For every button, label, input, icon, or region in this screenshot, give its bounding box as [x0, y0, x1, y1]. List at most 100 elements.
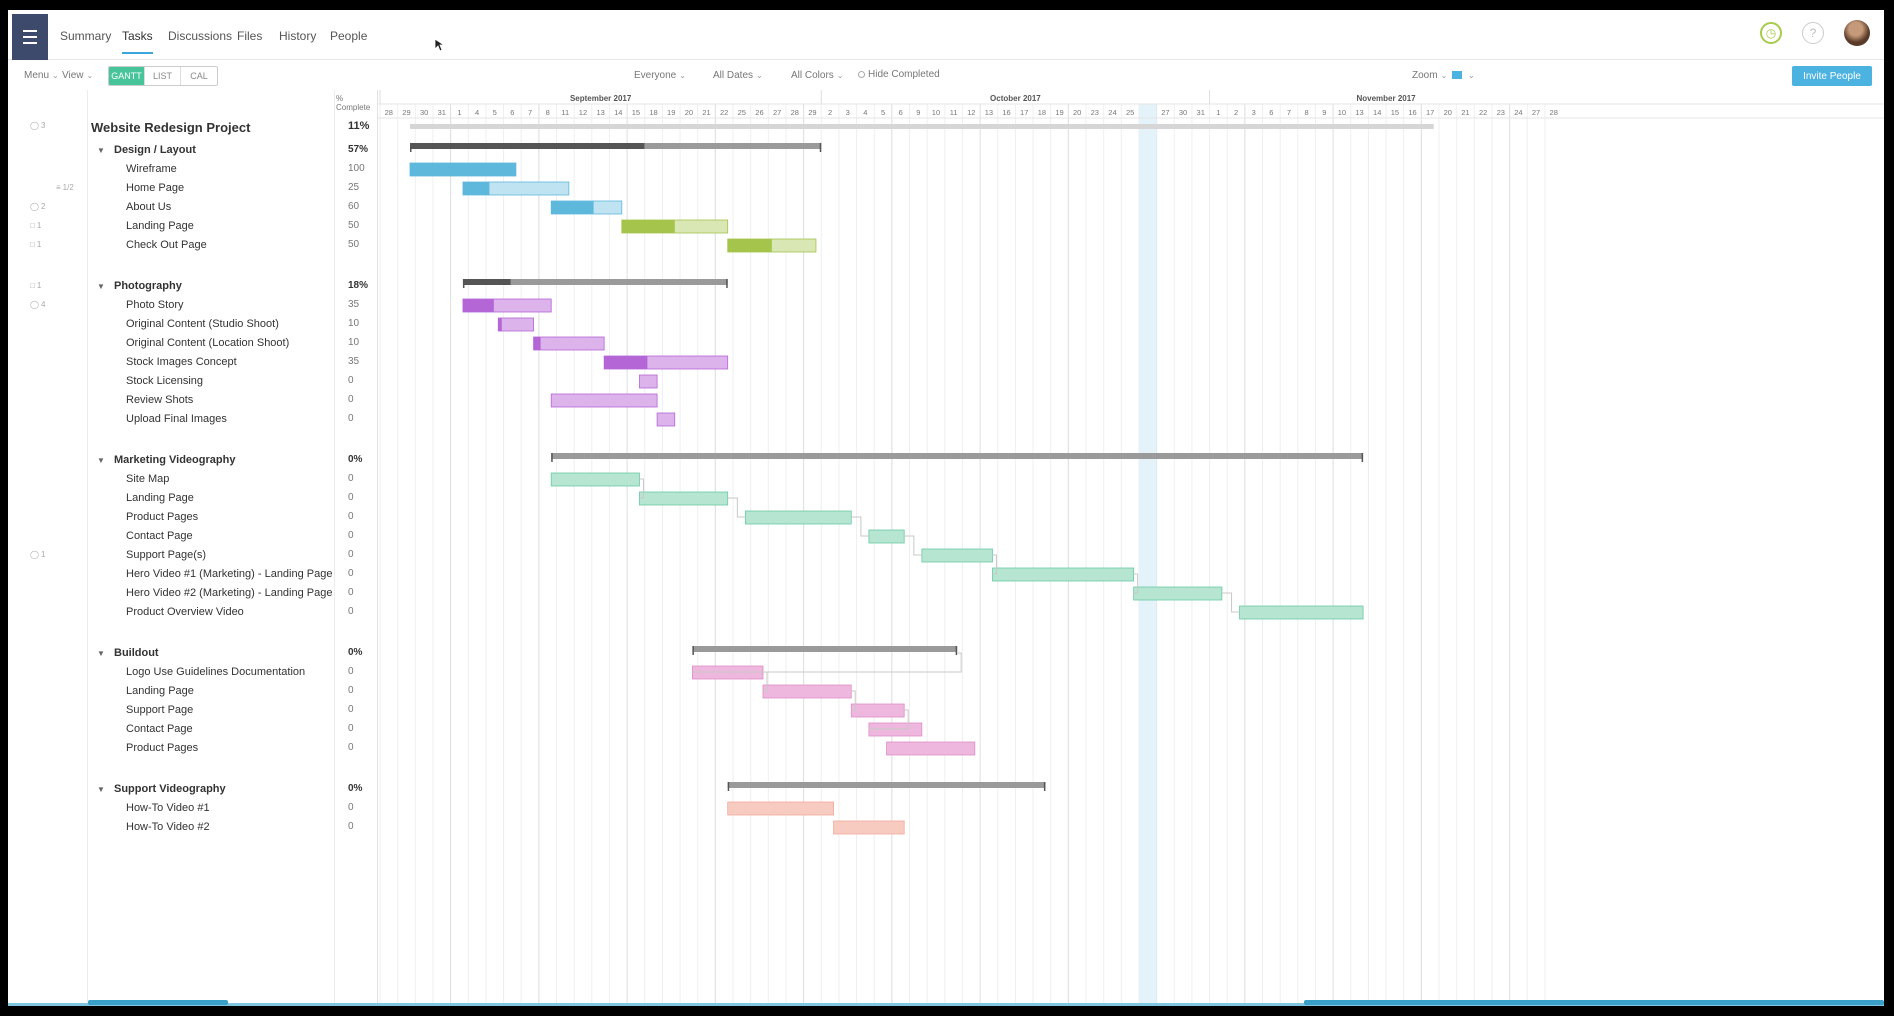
task-row[interactable]: Stock Licensing 0: [8, 372, 378, 391]
comment-icon: ◯: [30, 202, 39, 211]
collapse-triangle-icon[interactable]: ▼: [97, 785, 105, 794]
task-progress-fill: [498, 318, 502, 331]
task-row[interactable]: Upload Final Images 0: [8, 410, 378, 429]
group-bar-right-cap: [1361, 453, 1364, 462]
task-meta-badge[interactable]: ≡ 1/2: [56, 183, 74, 192]
group-summary-bar: [692, 646, 958, 652]
task-row[interactable]: ◯ 2 About Us 60: [8, 198, 378, 217]
tab-people[interactable]: People: [330, 29, 368, 43]
menu-dropdown[interactable]: Menu ⌄: [24, 70, 59, 81]
view-dropdown[interactable]: View ⌄: [62, 70, 93, 81]
task-name: Product Overview Video: [126, 606, 244, 618]
tab-history[interactable]: History: [279, 29, 317, 43]
day-tick-label: 11: [950, 108, 958, 117]
task-row[interactable]: Wireframe 100: [8, 160, 378, 179]
task-row[interactable]: Site Map 0: [8, 470, 378, 489]
task-percent-complete: 50: [348, 239, 360, 250]
avatar[interactable]: [1844, 20, 1870, 46]
task-row[interactable]: Product Overview Video 0: [8, 603, 378, 622]
task-group-row[interactable]: ▼ Support Videography 0%: [8, 780, 378, 799]
colors-filter-dropdown[interactable]: All Colors ⌄: [791, 70, 844, 81]
tab-files[interactable]: Files: [237, 29, 263, 43]
task-row[interactable]: Product Pages 0: [8, 739, 378, 758]
task-row[interactable]: Logo Use Guidelines Documentation 0: [8, 663, 378, 682]
task-row[interactable]: Contact Page 0: [8, 527, 378, 546]
tab-summary[interactable]: Summary: [60, 29, 112, 43]
task-meta-badge[interactable]: □ 1: [30, 240, 41, 249]
task-meta-count: 1: [36, 221, 42, 230]
task-row[interactable]: Product Pages 0: [8, 508, 378, 527]
task-row[interactable]: □ 1 Landing Page 50: [8, 217, 378, 236]
task-meta-badge[interactable]: □ 1: [30, 221, 41, 230]
task-percent-complete: 10: [348, 337, 360, 348]
zoom-dropdown[interactable]: Zoom ⌄: [1412, 70, 1447, 81]
color-swatch-dropdown[interactable]: ⌄: [1452, 70, 1475, 81]
day-tick-label: 8: [1305, 108, 1309, 117]
task-row[interactable]: Contact Page 0: [8, 720, 378, 739]
task-row[interactable]: Support Page 0: [8, 701, 378, 720]
collapse-triangle-icon[interactable]: ▼: [97, 649, 105, 658]
collapse-triangle-icon[interactable]: ▼: [97, 456, 105, 465]
task-percent-complete: 0%: [348, 647, 363, 658]
task-row[interactable]: Landing Page 0: [8, 489, 378, 508]
task-row[interactable]: How-To Video #2 0: [8, 818, 378, 837]
chevron-down-icon: ⌄: [679, 71, 686, 80]
task-meta-count: 3: [40, 121, 46, 130]
group-bar-left-cap: [727, 782, 730, 791]
task-meta-badge[interactable]: ◯ 4: [30, 300, 45, 309]
task-row[interactable]: Landing Page 0: [8, 682, 378, 701]
task-row[interactable]: Original Content (Studio Shoot) 10: [8, 315, 378, 334]
task-meta-badge[interactable]: □ 1: [30, 281, 41, 290]
task-meta-badge[interactable]: ◯ 1: [30, 550, 45, 559]
task-row[interactable]: ≡ 1/2 Home Page 25: [8, 179, 378, 198]
task-row[interactable]: Hero Video #1 (Marketing) - Landing Page…: [8, 565, 378, 584]
task-row[interactable]: Original Content (Location Shoot) 10: [8, 334, 378, 353]
chevron-down-icon: ⌄: [52, 71, 59, 80]
task-group-row[interactable]: ▼ Buildout 0%: [8, 644, 378, 663]
task-percent-complete: 0: [348, 606, 354, 617]
task-row[interactable]: Stock Images Concept 35: [8, 353, 378, 372]
dates-filter-dropdown[interactable]: All Dates ⌄: [713, 70, 763, 81]
gantt-mode-button[interactable]: GANTT: [109, 67, 145, 85]
gantt-toolbar: Menu ⌄ View ⌄ GANTT LIST CAL Everyone ⌄ All…: [8, 60, 1884, 90]
dependency-connector: [692, 652, 962, 673]
task-meta-badge[interactable]: ◯ 3: [30, 121, 45, 130]
file-icon: □: [30, 240, 35, 249]
task-name: Hero Video #1 (Marketing) - Landing Page: [126, 568, 333, 580]
day-tick-label: 25: [738, 108, 746, 117]
day-tick-label: 28: [1550, 108, 1558, 117]
task-percent-complete: 0: [348, 587, 354, 598]
task-name: Upload Final Images: [126, 413, 227, 425]
invite-people-button[interactable]: Invite People: [1792, 66, 1872, 86]
task-row[interactable]: How-To Video #1 0: [8, 799, 378, 818]
task-row[interactable]: Hero Video #2 (Marketing) - Landing Page…: [8, 584, 378, 603]
day-tick-label: 17: [1426, 108, 1434, 117]
hide-completed-toggle[interactable]: Hide Completed: [858, 69, 940, 80]
task-row[interactable]: ◯ 1 Support Page(s) 0: [8, 546, 378, 565]
task-meta-badge[interactable]: ◯ 2: [30, 202, 45, 211]
collapse-triangle-icon[interactable]: ▼: [97, 146, 105, 155]
task-group-row[interactable]: ▼ Design / Layout 57%: [8, 141, 378, 160]
task-row[interactable]: ◯ 4 Photo Story 35: [8, 296, 378, 315]
task-row[interactable]: □ 1 Check Out Page 50: [8, 236, 378, 255]
task-list-scrollbar[interactable]: [88, 1000, 228, 1005]
task-bar: [639, 374, 658, 389]
project-row[interactable]: ◯ 3 Website Redesign Project 11%: [8, 117, 378, 136]
help-icon[interactable]: ?: [1802, 22, 1824, 44]
task-group-row[interactable]: □ 1 ▼ Photography 18%: [8, 277, 378, 296]
tab-tasks[interactable]: Tasks: [122, 29, 153, 54]
list-mode-button[interactable]: LIST: [145, 67, 181, 85]
task-name: Stock Licensing: [126, 375, 204, 387]
clock-icon[interactable]: ◷: [1760, 22, 1782, 44]
collapse-triangle-icon[interactable]: ▼: [97, 282, 105, 291]
hamburger-menu-icon[interactable]: [12, 14, 48, 60]
task-group-row[interactable]: ▼ Marketing Videography 0%: [8, 451, 378, 470]
people-filter-dropdown[interactable]: Everyone ⌄: [634, 70, 686, 81]
cal-mode-button[interactable]: CAL: [190, 71, 208, 81]
task-row[interactable]: Review Shots 0: [8, 391, 378, 410]
gantt-scrollbar[interactable]: [1304, 1000, 1884, 1005]
task-percent-complete: 25: [348, 182, 360, 193]
group-bar-left-cap: [692, 646, 694, 655]
tab-discussions[interactable]: Discussions: [168, 29, 233, 43]
task-percent-complete: 0%: [348, 454, 363, 465]
